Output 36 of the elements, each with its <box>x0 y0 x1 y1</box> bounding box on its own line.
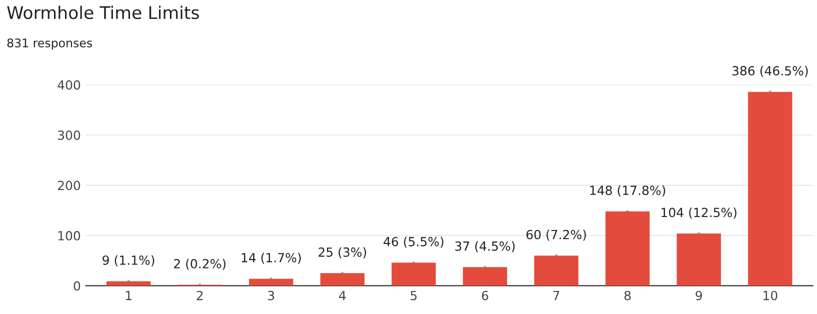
bar <box>320 273 365 286</box>
bar <box>605 211 650 286</box>
x-tick-label: 3 <box>268 290 274 300</box>
y-tick-label: 0 <box>74 281 80 291</box>
x-tick-label: 2 <box>196 290 203 300</box>
x-tick-label: 6 <box>482 290 488 300</box>
data-label: 148 (17.8%) <box>590 185 666 197</box>
x-tick-label: 8 <box>624 290 631 300</box>
chart-title: Wormhole Time Limits <box>7 6 199 20</box>
y-tick-label: 200 <box>58 180 80 190</box>
x-tick-label: 7 <box>553 290 560 300</box>
bar <box>106 281 151 286</box>
data-label: 2 (0.2%) <box>174 258 226 270</box>
x-tick-label: 1 <box>126 290 132 300</box>
bar <box>534 256 578 286</box>
data-label: 25 (3%) <box>318 247 366 258</box>
y-tick-label: 400 <box>58 80 80 90</box>
bar <box>748 92 792 286</box>
data-label: 46 (5.5%) <box>384 236 444 248</box>
bar <box>392 262 436 286</box>
x-tick-label: 9 <box>696 290 702 300</box>
data-label: 60 (7.2%) <box>526 230 586 241</box>
bar <box>462 267 508 286</box>
data-label: 104 (12.5%) <box>662 208 736 219</box>
chart-subtitle: 831 responses <box>7 38 92 50</box>
x-tick-label: 4 <box>339 290 346 300</box>
data-label: 386 (46.5%) <box>732 66 808 77</box>
x-tick-label: 10 <box>764 290 778 300</box>
y-tick-label: 100 <box>58 230 80 240</box>
bar <box>676 233 721 286</box>
data-label: 14 (1.7%) <box>242 252 301 264</box>
x-tick-label: 5 <box>410 290 417 300</box>
y-tick-label: 300 <box>58 130 80 140</box>
bar <box>249 278 294 286</box>
data-label: 9 (1.1%) <box>102 255 154 266</box>
data-label: 37 (4.5%) <box>455 241 515 252</box>
